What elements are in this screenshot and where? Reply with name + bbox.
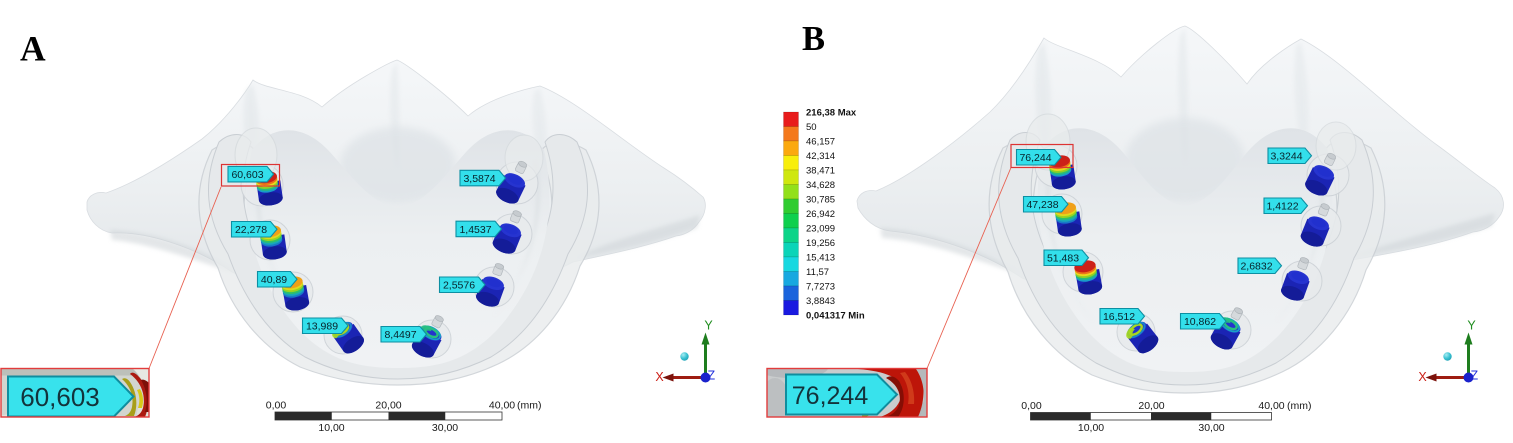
svg-text:76,244: 76,244 <box>792 382 869 410</box>
svg-text:76,244: 76,244 <box>1019 152 1051 164</box>
svg-text:47,238: 47,238 <box>1026 199 1058 211</box>
svg-text:30,00: 30,00 <box>432 422 458 434</box>
svg-text:20,00: 20,00 <box>375 400 401 412</box>
svg-text:13,989: 13,989 <box>306 321 338 333</box>
svg-text:23,099: 23,099 <box>806 223 835 234</box>
svg-text:10,00: 10,00 <box>318 422 344 434</box>
svg-text:15,413: 15,413 <box>806 252 835 263</box>
svg-text:3,8843: 3,8843 <box>806 296 835 307</box>
svg-text:1,4537: 1,4537 <box>459 224 491 236</box>
svg-text:38,471: 38,471 <box>806 165 835 176</box>
svg-text:0,00: 0,00 <box>1021 400 1042 412</box>
svg-text:0,00: 0,00 <box>266 400 287 412</box>
svg-text:10,862: 10,862 <box>1184 316 1216 328</box>
svg-text:3,5874: 3,5874 <box>463 173 495 185</box>
svg-text:2,5576: 2,5576 <box>443 280 475 292</box>
svg-text:46,157: 46,157 <box>806 136 835 147</box>
svg-text:26,942: 26,942 <box>806 209 835 220</box>
svg-text:16,512: 16,512 <box>1103 311 1135 323</box>
svg-text:7,7273: 7,7273 <box>806 281 835 292</box>
svg-text:40,89: 40,89 <box>261 274 287 286</box>
svg-text:60,603: 60,603 <box>231 169 263 181</box>
svg-text:34,628: 34,628 <box>806 180 835 191</box>
svg-text:19,256: 19,256 <box>806 238 835 249</box>
svg-text:X: X <box>1418 370 1427 384</box>
svg-text:50: 50 <box>806 122 817 133</box>
svg-text:40,00: 40,00 <box>1258 400 1284 412</box>
svg-text:20,00: 20,00 <box>1138 400 1164 412</box>
svg-text:60,603: 60,603 <box>20 382 100 412</box>
svg-text:(mm): (mm) <box>1287 400 1312 412</box>
svg-text:(mm): (mm) <box>517 400 542 412</box>
svg-text:30,00: 30,00 <box>1198 422 1224 434</box>
svg-text:11,57: 11,57 <box>806 267 829 278</box>
svg-text:0,041317 Min: 0,041317 Min <box>806 310 865 321</box>
svg-text:X: X <box>655 370 664 384</box>
svg-text:A: A <box>20 29 46 69</box>
svg-text:2,6832: 2,6832 <box>1240 261 1272 273</box>
svg-text:30,785: 30,785 <box>806 194 835 205</box>
svg-text:51,483: 51,483 <box>1047 253 1079 265</box>
svg-text:B: B <box>802 20 825 58</box>
svg-text:22,278: 22,278 <box>235 224 267 236</box>
svg-text:8,4497: 8,4497 <box>384 329 416 341</box>
svg-text:42,314: 42,314 <box>806 151 835 162</box>
svg-text:3,3244: 3,3244 <box>1270 151 1302 163</box>
svg-text:10,00: 10,00 <box>1078 422 1104 434</box>
svg-text:40,00: 40,00 <box>489 400 515 412</box>
svg-text:Y: Y <box>704 319 713 333</box>
svg-text:1,4122: 1,4122 <box>1266 201 1298 213</box>
svg-text:Y: Y <box>1467 319 1476 333</box>
svg-text:Z: Z <box>708 369 716 383</box>
svg-text:216,38 Max: 216,38 Max <box>806 107 857 118</box>
svg-text:Z: Z <box>1471 369 1479 383</box>
